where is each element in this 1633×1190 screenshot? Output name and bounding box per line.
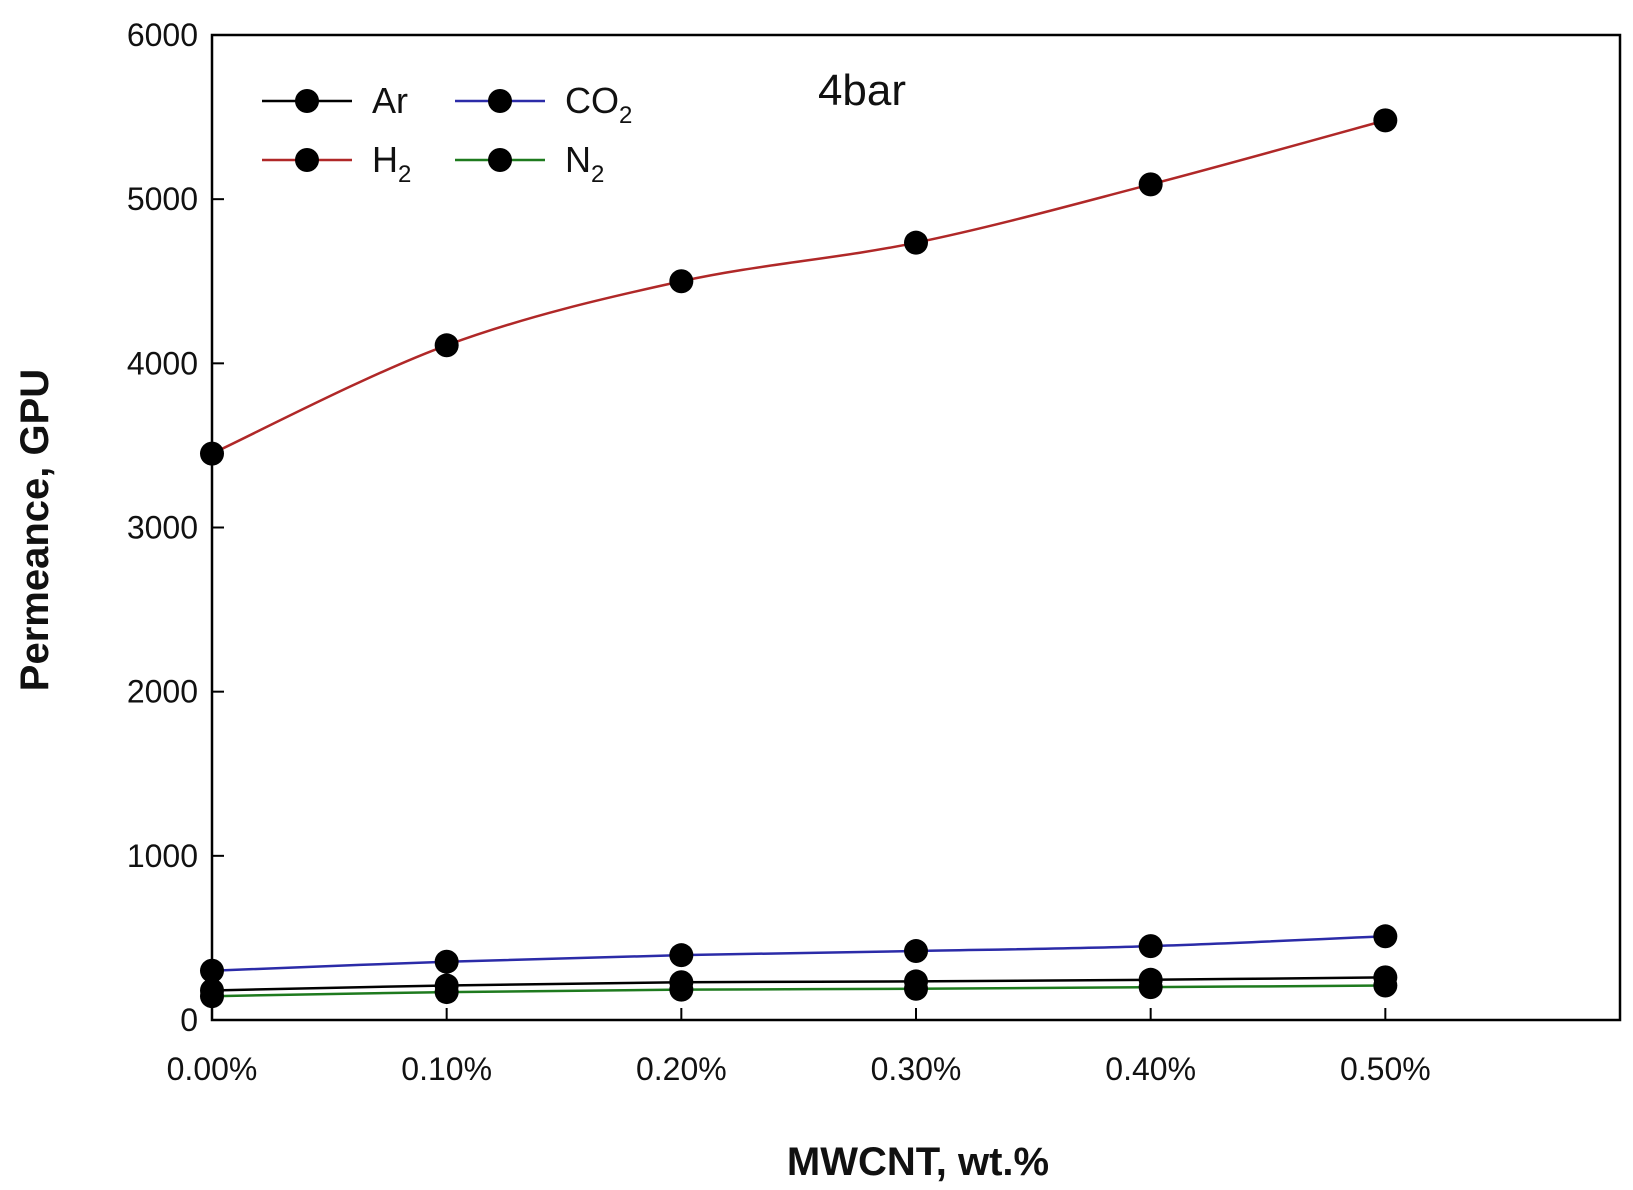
data-point-h2 [669, 269, 694, 294]
data-point-co2 [904, 939, 928, 964]
data-point-co2 [200, 958, 224, 983]
data-point-h2 [200, 441, 224, 466]
data-point-n2 [1138, 975, 1163, 1000]
series-line-ar [211, 976, 1386, 992]
data-point-co2 [1373, 924, 1398, 949]
y-axis-title: Permeance, GPU [13, 369, 57, 691]
series-n2 [200, 973, 1398, 1009]
data-point-n2 [904, 976, 928, 1001]
series-layer [200, 108, 1398, 1009]
data-point-n2 [200, 984, 224, 1009]
data-point-n2 [434, 980, 459, 1005]
legend-marker-h2 [295, 148, 319, 172]
data-point-h2 [434, 333, 459, 358]
x-tick-label: 0.10% [401, 1051, 492, 1087]
plot-area-frame [210, 33, 1622, 1022]
x-tick-label: 0.00% [167, 1051, 258, 1087]
legend-item-ar: Ar [262, 80, 408, 121]
data-point-co2 [669, 943, 694, 968]
data-point-h2 [1138, 172, 1163, 197]
y-tick-label: 1000 [127, 838, 198, 874]
series-ar [200, 965, 1398, 1003]
legend-item-n2: N2 [455, 139, 604, 188]
data-point-h2 [1373, 108, 1398, 133]
legend-item-co2: CO2 [455, 80, 632, 129]
series-line-h2 [211, 119, 1386, 455]
y-tick-label: 2000 [127, 674, 198, 710]
data-point-n2 [1373, 973, 1398, 998]
y-tick-label: 5000 [127, 181, 198, 217]
legend-marker-ar [295, 89, 319, 113]
series-line-co2 [211, 935, 1386, 972]
legend-marker-n2 [488, 148, 512, 172]
legend-label-ar: Ar [372, 80, 408, 121]
x-tick-label: 0.50% [1340, 1051, 1431, 1087]
x-axis-ticks: 0.00% 0.10% 0.20% 0.30% 0.40% 0.50% [167, 1008, 1431, 1087]
legend-item-h2: H2 [262, 139, 411, 188]
data-point-co2 [434, 949, 459, 974]
legend-label-n2: N2 [565, 139, 604, 188]
legend: Ar CO2 H2 N2 [262, 80, 632, 188]
legend-marker-co2 [488, 89, 512, 113]
legend-label-co2: CO2 [565, 80, 632, 129]
series-line-n2 [211, 984, 1386, 998]
y-tick-label: 4000 [127, 345, 198, 381]
y-axis-ticks: 0 1000 2000 3000 4000 5000 6000 [127, 17, 224, 1038]
x-tick-label: 0.20% [636, 1051, 727, 1087]
data-point-n2 [669, 977, 694, 1002]
y-tick-label: 0 [180, 1002, 198, 1038]
series-h2 [200, 108, 1398, 466]
y-tick-label: 3000 [127, 510, 198, 546]
data-point-h2 [904, 230, 928, 255]
x-tick-label: 0.30% [871, 1051, 962, 1087]
data-point-co2 [1138, 934, 1163, 959]
series-co2 [200, 924, 1398, 983]
x-tick-label: 0.40% [1105, 1051, 1196, 1087]
x-axis-title: MWCNT, wt.% [787, 1140, 1049, 1184]
legend-label-h2: H2 [372, 139, 411, 188]
y-tick-label: 6000 [127, 17, 198, 53]
chart-title: 4bar [818, 66, 906, 115]
